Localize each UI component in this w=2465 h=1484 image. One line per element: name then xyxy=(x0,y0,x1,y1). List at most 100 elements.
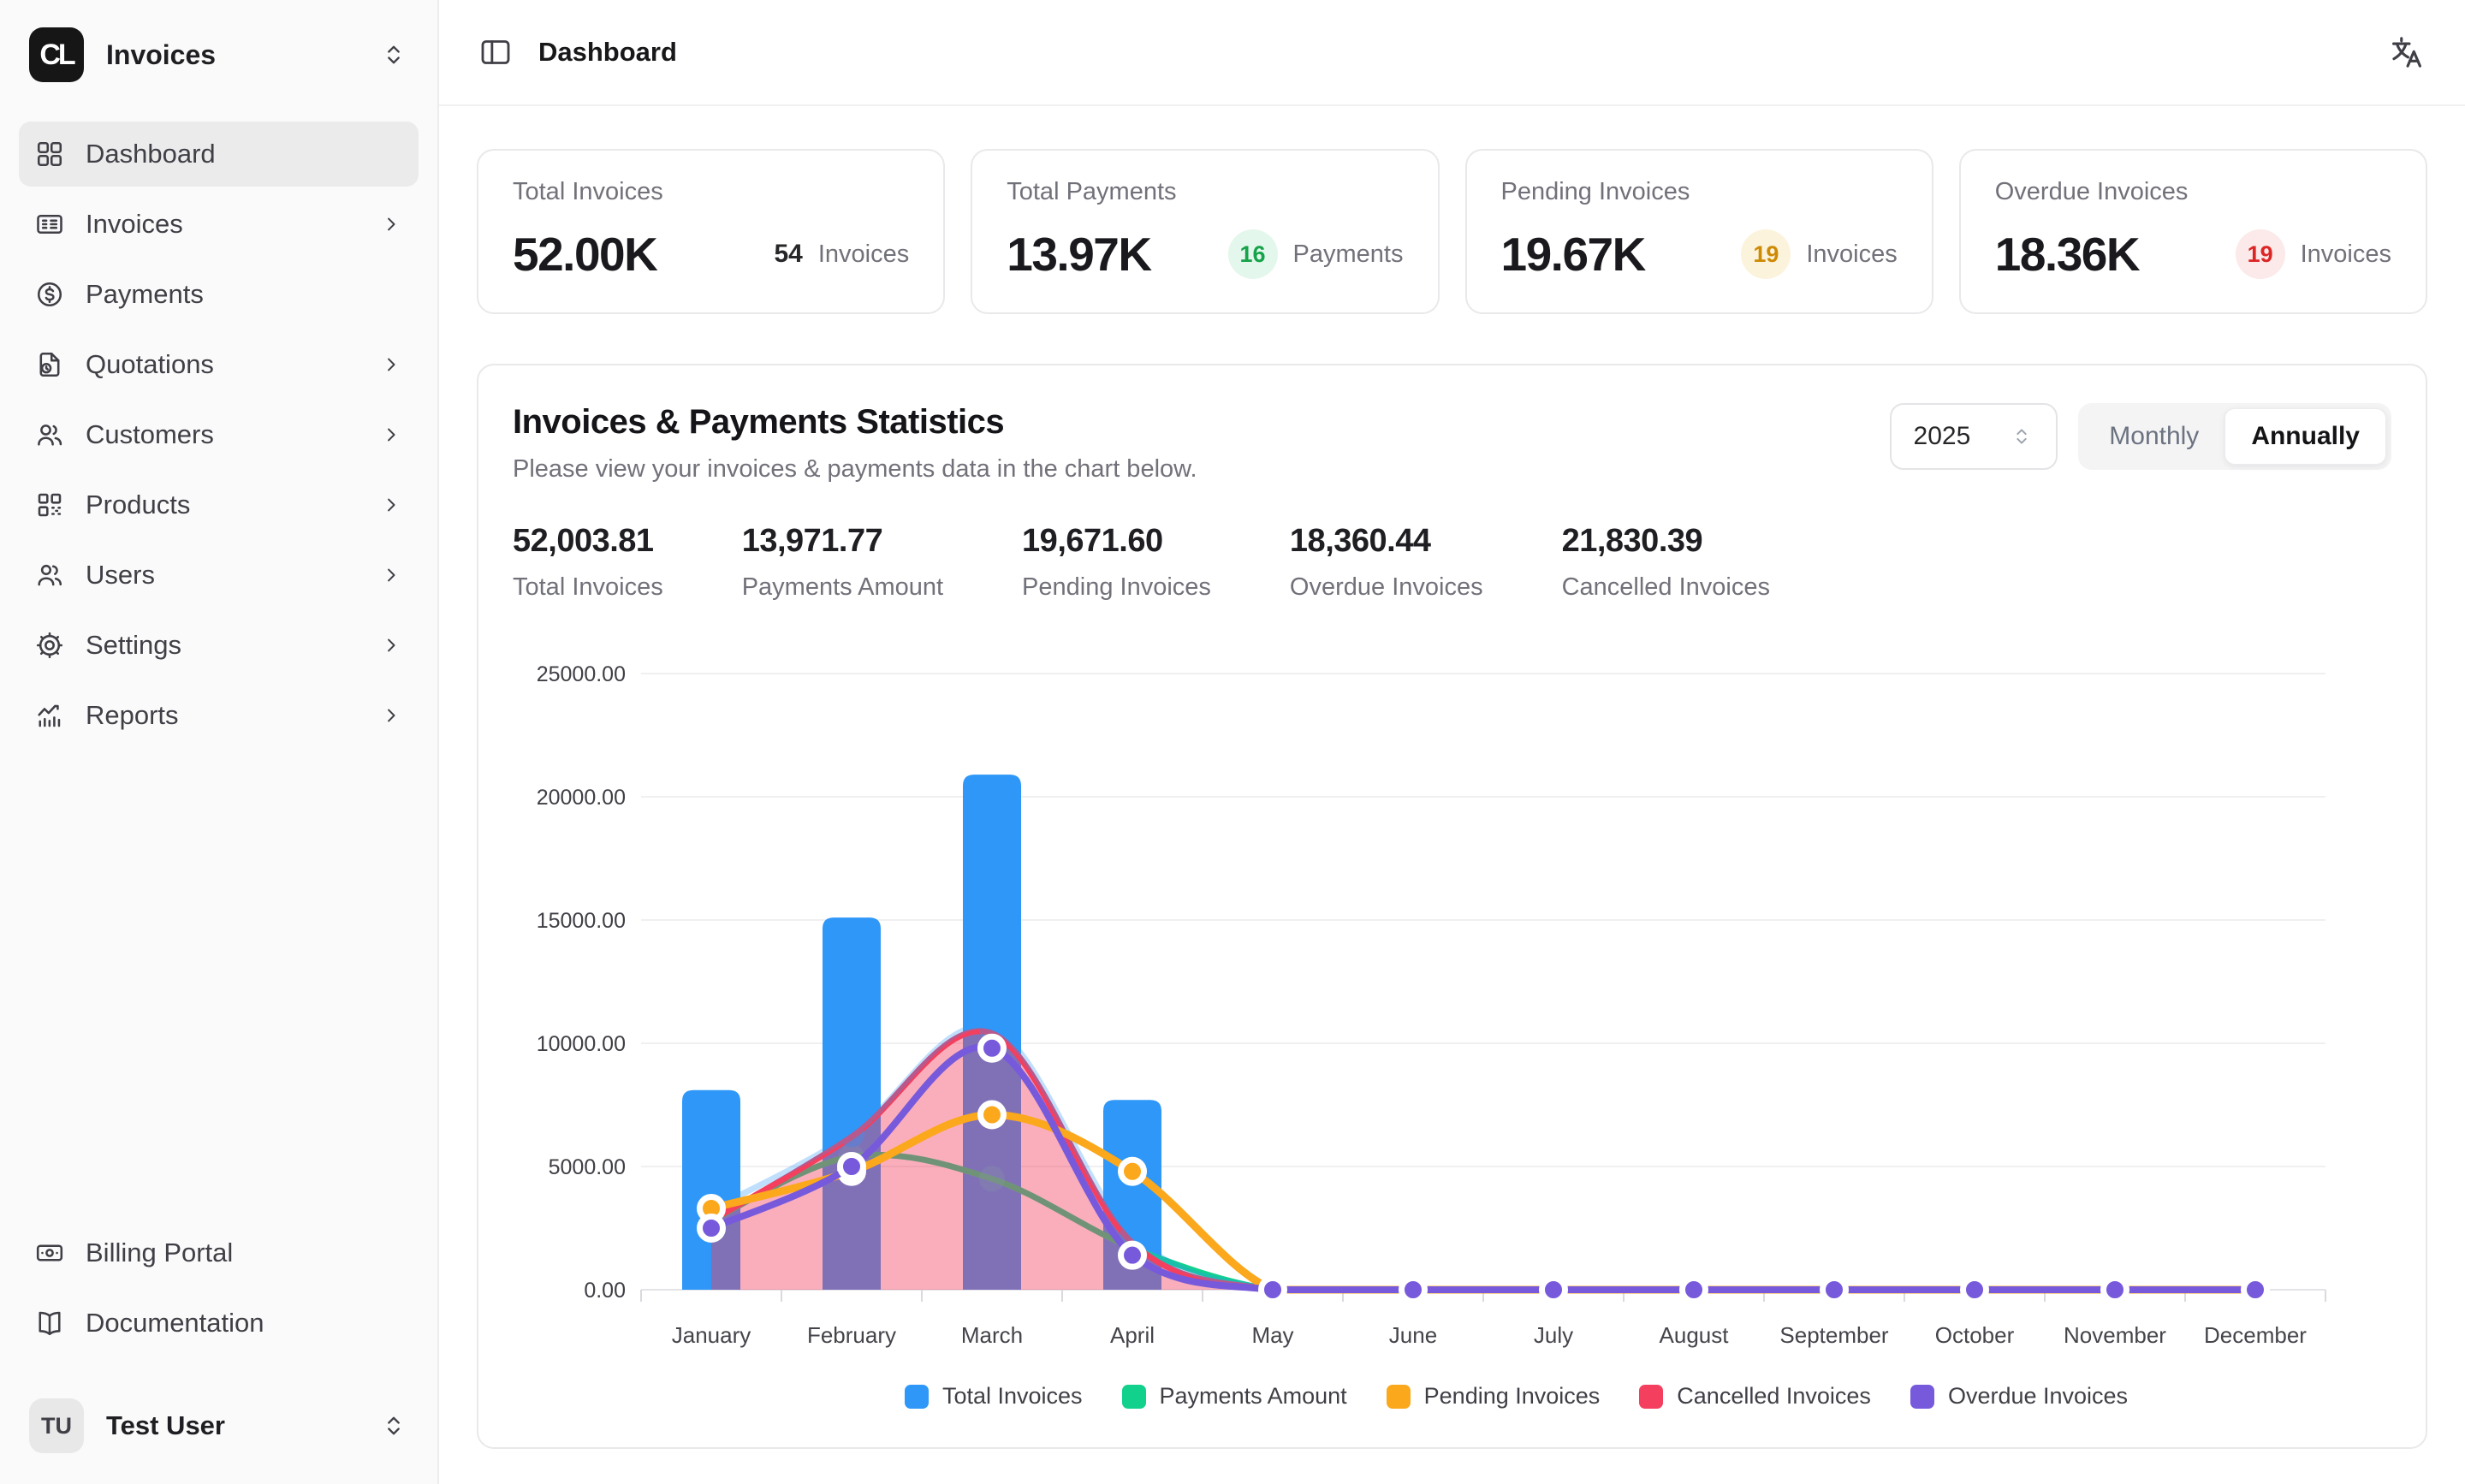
svg-text:April: April xyxy=(1110,1322,1155,1348)
period-toggle: Monthly Annually xyxy=(2078,403,2391,470)
sidebar-item-customers[interactable]: Customers xyxy=(19,402,419,467)
toggle-monthly-button[interactable]: Monthly xyxy=(2083,408,2224,465)
stat-card-value: 13.97K xyxy=(1007,227,1150,282)
chevron-right-icon xyxy=(379,423,403,447)
count-badge: 19 xyxy=(1741,229,1791,279)
avatar: TU xyxy=(29,1398,84,1453)
qr-grid-icon xyxy=(34,490,65,520)
summary-total-invoices: 52,003.81 Total Invoices xyxy=(513,523,663,602)
year-select[interactable]: 2025 xyxy=(1890,403,2058,470)
stat-card-value: 52.00K xyxy=(513,227,656,282)
legend-item-payments-amount[interactable]: Payments Amount xyxy=(1122,1383,1347,1410)
year-select-value: 2025 xyxy=(1914,422,1971,451)
banknote-icon xyxy=(34,1238,65,1268)
sidebar-item-quotations[interactable]: Quotations xyxy=(19,332,419,397)
chart-canvas: 0.005000.0010000.0015000.0020000.0025000… xyxy=(513,644,2392,1372)
svg-text:10000.00: 10000.00 xyxy=(537,1032,626,1056)
stat-card-count: 54 xyxy=(774,240,802,269)
user-name: Test User xyxy=(106,1410,225,1441)
legend-swatch xyxy=(1639,1385,1663,1409)
sidebar-item-billing-portal[interactable]: Billing Portal xyxy=(19,1220,419,1285)
sidebar-nav: Dashboard Invoices Payments Quotations xyxy=(19,122,419,748)
book-open-icon xyxy=(34,1308,65,1339)
stat-cards-row: Total Invoices 52.00K 54 Invoices Total … xyxy=(477,149,2427,314)
svg-text:5000.00: 5000.00 xyxy=(549,1155,626,1179)
chart-subtitle: Please view your invoices & payments dat… xyxy=(513,455,1197,484)
statistics-card: Invoices & Payments Statistics Please vi… xyxy=(477,364,2427,1449)
legend-swatch xyxy=(1910,1385,1934,1409)
dashboard-content: Total Invoices 52.00K 54 Invoices Total … xyxy=(439,106,2465,1449)
workspace-switcher[interactable]: CL Invoices xyxy=(19,0,419,110)
svg-text:June: June xyxy=(1389,1322,1437,1348)
stat-card-pending-invoices: Pending Invoices 19.67K 19 Invoices xyxy=(1465,149,1933,314)
user-menu[interactable]: TU Test User xyxy=(19,1383,419,1469)
users-icon xyxy=(34,419,65,450)
sidebar-item-label: Products xyxy=(86,490,190,520)
summary-cancelled-invoices: 21,830.39 Cancelled Invoices xyxy=(1562,523,1770,602)
svg-text:August: August xyxy=(1660,1322,1730,1348)
app-title: Invoices xyxy=(106,39,216,71)
chart-summary-row: 52,003.81 Total Invoices 13,971.77 Payme… xyxy=(513,523,2391,602)
svg-text:October: October xyxy=(1935,1322,2015,1348)
summary-pending-invoices: 19,671.60 Pending Invoices xyxy=(1022,523,1211,602)
sidebar-item-products[interactable]: Products xyxy=(19,472,419,537)
sidebar-item-label: Dashboard xyxy=(86,139,216,169)
svg-text:20000.00: 20000.00 xyxy=(537,786,626,810)
chevron-right-icon xyxy=(379,493,403,517)
chart-title: Invoices & Payments Statistics xyxy=(513,403,1197,442)
stat-card-title: Total Invoices xyxy=(513,178,909,206)
sidebar-item-reports[interactable]: Reports xyxy=(19,683,419,748)
stat-card-count-label: Invoices xyxy=(1806,240,1897,269)
combo-chart: 0.005000.0010000.0015000.0020000.0025000… xyxy=(513,644,2391,1376)
sidebar-item-payments[interactable]: Payments xyxy=(19,262,419,327)
app-logo: CL xyxy=(29,27,84,82)
stat-card-count-label: Invoices xyxy=(818,240,909,269)
stat-card-total-invoices: Total Invoices 52.00K 54 Invoices xyxy=(477,149,945,314)
language-translate-button[interactable] xyxy=(2388,33,2426,71)
legend-item-overdue-invoices[interactable]: Overdue Invoices xyxy=(1910,1383,2128,1410)
sidebar-item-settings[interactable]: Settings xyxy=(19,613,419,678)
sidebar-item-label: Documentation xyxy=(86,1308,264,1339)
chart-legend: Total Invoices Payments Amount Pending I… xyxy=(641,1383,2391,1410)
sidebar-item-label: Users xyxy=(86,560,155,591)
sidebar-item-documentation[interactable]: Documentation xyxy=(19,1291,419,1356)
page-title: Dashboard xyxy=(538,37,677,68)
chevron-right-icon xyxy=(379,563,403,587)
chevron-updown-icon xyxy=(379,40,408,69)
summary-payments-amount: 13,971.77 Payments Amount xyxy=(742,523,943,602)
topbar: Dashboard xyxy=(439,0,2465,106)
svg-text:March: March xyxy=(961,1322,1023,1348)
legend-item-cancelled-invoices[interactable]: Cancelled Invoices xyxy=(1639,1383,1871,1410)
stat-card-total-payments: Total Payments 13.97K 16 Payments xyxy=(971,149,1439,314)
sidebar-item-dashboard[interactable]: Dashboard xyxy=(19,122,419,187)
sidebar-item-label: Settings xyxy=(86,630,181,661)
dashboard-grid-icon xyxy=(34,139,65,169)
legend-item-pending-invoices[interactable]: Pending Invoices xyxy=(1387,1383,1601,1410)
gear-icon xyxy=(34,630,65,661)
stat-card-title: Pending Invoices xyxy=(1501,178,1898,206)
chevron-updown-icon xyxy=(2010,424,2034,448)
sidebar-item-invoices[interactable]: Invoices xyxy=(19,192,419,257)
chevron-right-icon xyxy=(379,353,403,377)
svg-text:15000.00: 15000.00 xyxy=(537,909,626,933)
svg-text:December: December xyxy=(2204,1322,2307,1348)
chevron-updown-icon xyxy=(379,1411,408,1440)
svg-text:November: November xyxy=(2064,1322,2166,1348)
sidebar-item-users[interactable]: Users xyxy=(19,543,419,608)
toggle-annually-button[interactable]: Annually xyxy=(2224,408,2386,465)
svg-text:July: July xyxy=(1534,1322,1573,1348)
sidebar-toggle-button[interactable] xyxy=(478,35,513,69)
sidebar-item-label: Quotations xyxy=(86,349,214,380)
sidebar-item-label: Reports xyxy=(86,700,179,731)
svg-text:25000.00: 25000.00 xyxy=(537,662,626,686)
legend-swatch xyxy=(1122,1385,1146,1409)
count-badge: 16 xyxy=(1228,229,1278,279)
legend-swatch xyxy=(905,1385,929,1409)
stat-card-overdue-invoices: Overdue Invoices 18.36K 19 Invoices xyxy=(1959,149,2427,314)
summary-overdue-invoices: 18,360.44 Overdue Invoices xyxy=(1290,523,1483,602)
stat-card-count-label: Invoices xyxy=(2301,240,2391,269)
svg-text:May: May xyxy=(1251,1322,1293,1348)
svg-text:February: February xyxy=(807,1322,896,1348)
legend-item-total-invoices[interactable]: Total Invoices xyxy=(905,1383,1083,1410)
sidebar-item-label: Customers xyxy=(86,419,214,450)
